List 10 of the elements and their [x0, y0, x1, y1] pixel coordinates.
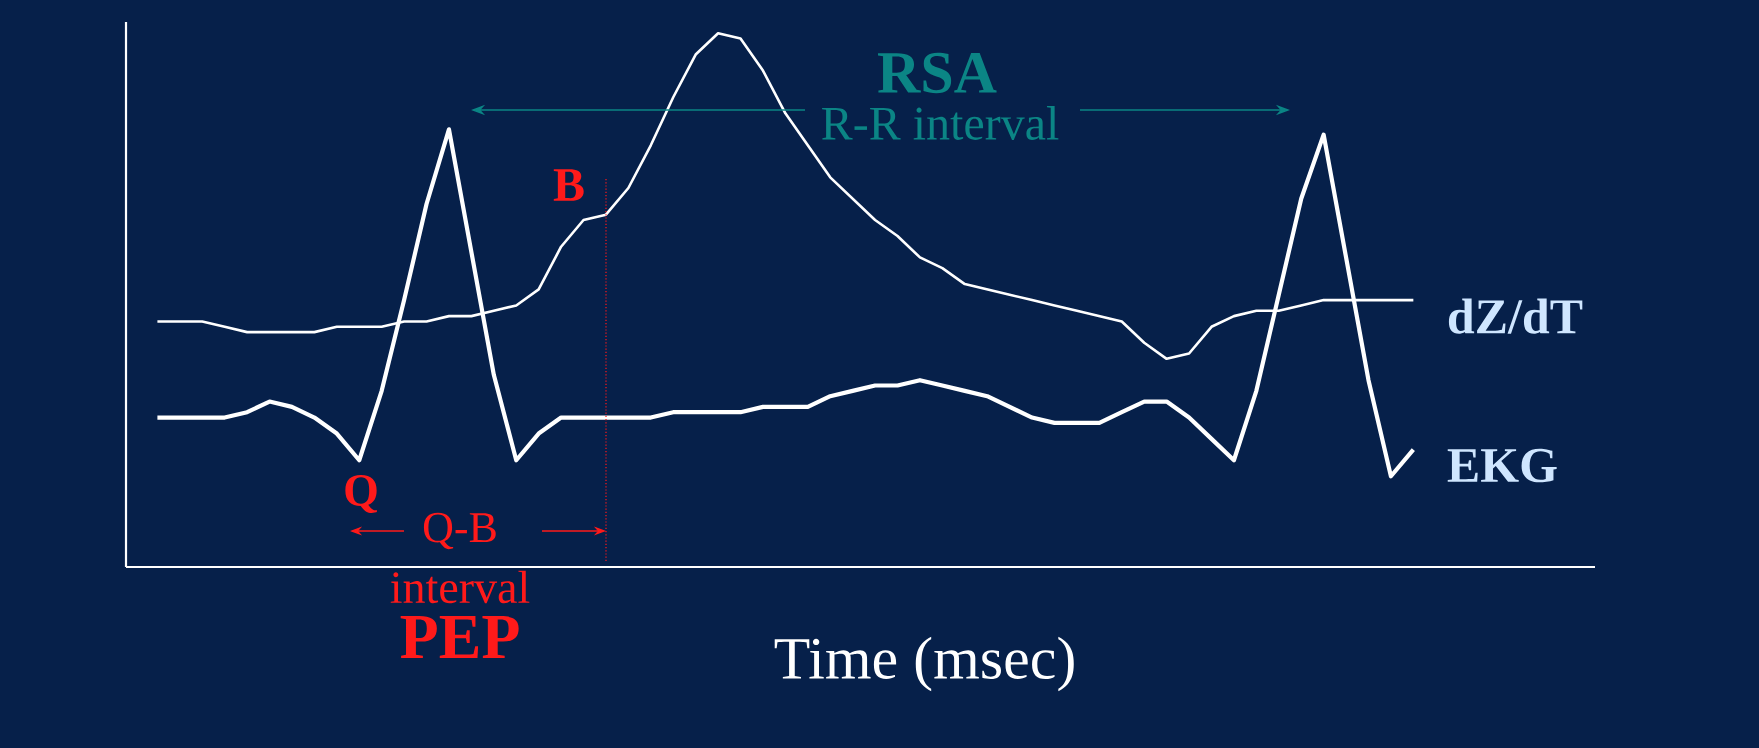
series-label: dZ/dT [1448, 298, 1583, 334]
annotation: Q [345, 475, 377, 513]
series-label: EKG [1447, 448, 1557, 483]
x-axis-title: Time (msec) [774, 636, 1074, 692]
annotation: Q-B [423, 512, 496, 550]
annotation: B [553, 169, 584, 201]
annotation: R-R interval [822, 106, 1059, 140]
text: PEP [400, 616, 519, 658]
annotation: RSA [878, 52, 997, 94]
text: interval [390, 570, 530, 604]
